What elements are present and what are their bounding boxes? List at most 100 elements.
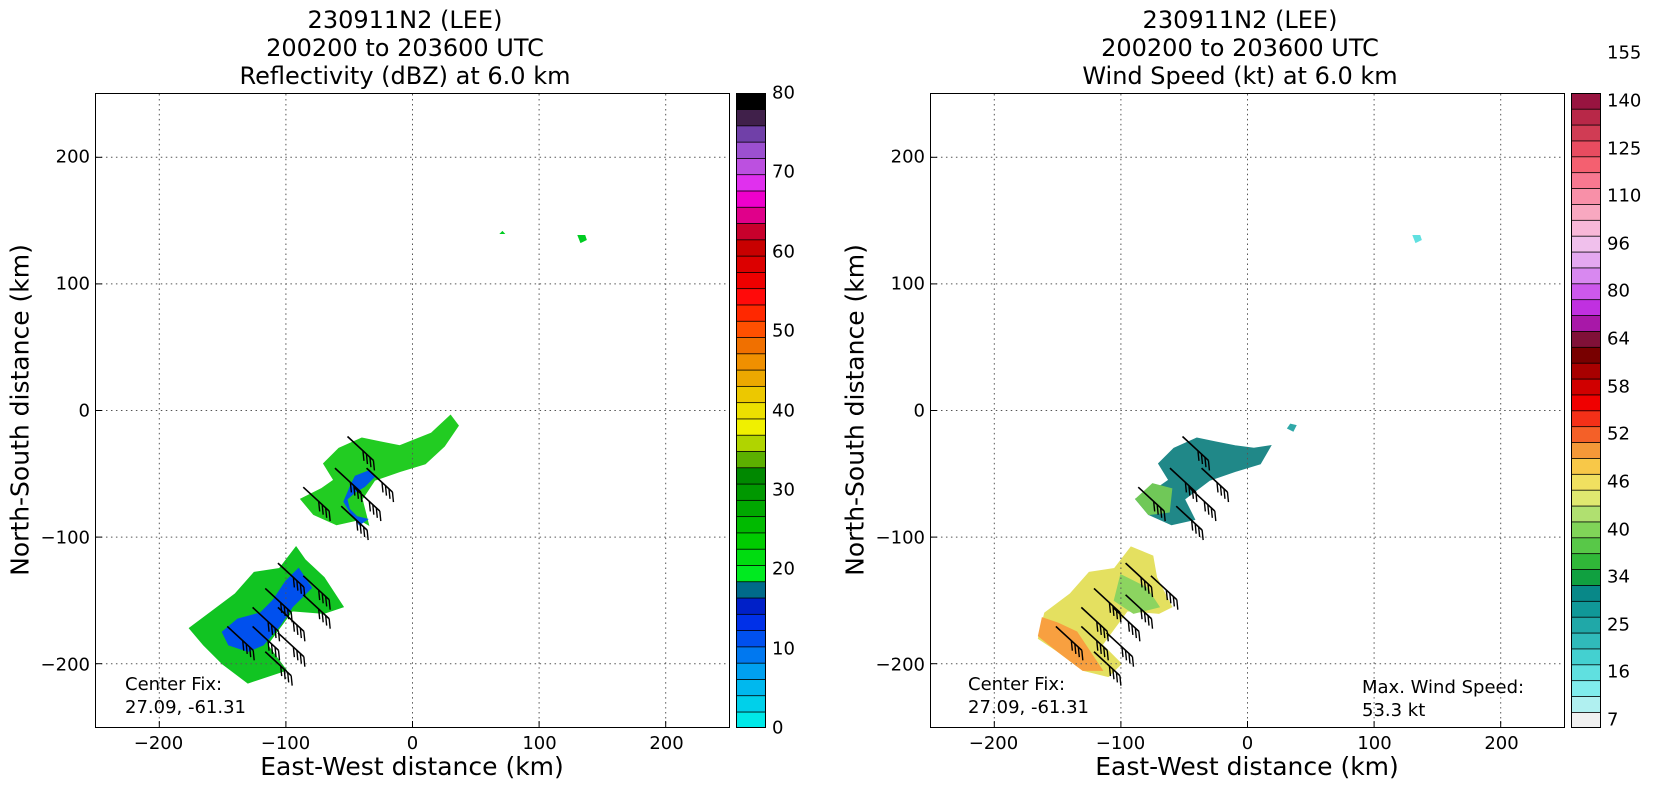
y-tick-label: 200 (890, 146, 925, 167)
colorbar-swatch (736, 711, 766, 728)
echo-region (1037, 617, 1104, 671)
colorbar-swatch (1571, 521, 1601, 539)
colorbar-tick-label: 125 (1607, 138, 1642, 160)
colorbar-swatch (1571, 156, 1601, 174)
title-line-time: 200200 to 203600 UTC (1101, 34, 1379, 62)
colorbar-swatch (736, 418, 766, 436)
echo-region (1412, 235, 1422, 244)
x-tick-label: 100 (1357, 733, 1392, 754)
colorbar-tick-label: 0 (772, 717, 784, 739)
wind-barb (353, 486, 382, 522)
wind-barb (302, 594, 331, 629)
x-axis-label: East-West distance (km) (260, 752, 564, 781)
colorbar-swatch (1571, 473, 1601, 491)
wind-barb (226, 625, 255, 661)
colorbar-swatch (1571, 648, 1601, 666)
colorbar-tick-label: 155 (1607, 42, 1642, 64)
wind-barb (1080, 625, 1109, 661)
center-fix-annotation: Center Fix: 27.09, -61.31 (968, 673, 1089, 719)
panel-title: 230911N2 (LEE) 200200 to 203600 UTC Refl… (25, 6, 785, 90)
wind-barb (366, 467, 395, 503)
colorbar-swatch (1571, 679, 1601, 697)
colorbar-swatch (736, 646, 766, 664)
colorbar-swatch (1571, 410, 1601, 428)
wind-speed-plot-area (930, 93, 1565, 728)
x-tick-label: −200 (968, 733, 1019, 754)
colorbar-tick-label: 25 (1607, 614, 1630, 636)
colorbar-swatch (736, 255, 766, 273)
colorbar-swatch (1571, 425, 1601, 443)
y-tick-label: 200 (55, 146, 90, 167)
title-line-time: 200200 to 203600 UTC (266, 34, 544, 62)
echo-region (1135, 483, 1173, 516)
wind-barb (277, 606, 306, 642)
panel-title: 230911N2 (LEE) 200200 to 203600 UTC Wind… (860, 6, 1620, 90)
colorbar-swatch (1571, 93, 1601, 110)
center-fix-value: 27.09, -61.31 (125, 697, 246, 718)
colorbar-swatch (1571, 283, 1601, 301)
colorbar-swatch (736, 629, 766, 648)
y-tick-label: 100 (55, 273, 90, 294)
colorbar-swatch (736, 336, 766, 355)
colorbar-swatch (1571, 457, 1601, 475)
echo-region (299, 414, 459, 526)
echo-region (221, 567, 313, 652)
wind-barb (340, 505, 369, 541)
colorbar-swatch (1571, 552, 1601, 570)
colorbar-swatch (1571, 505, 1601, 523)
colorbar-swatch (736, 93, 766, 110)
colorbar-swatch (1571, 140, 1601, 158)
title-line-field: Reflectivity (dBZ) at 6.0 km (239, 62, 571, 90)
colorbar-swatch (1571, 235, 1601, 253)
colorbar-swatch (736, 206, 766, 224)
colorbar-swatch (736, 239, 766, 257)
x-tick-label: 100 (522, 733, 557, 754)
colorbar-swatch (736, 401, 766, 420)
colorbar-swatch (736, 581, 766, 599)
colorbar-swatch (1571, 267, 1601, 285)
wind-barb (1055, 625, 1084, 661)
colorbar-swatch (736, 499, 766, 518)
colorbar-tick-label: 16 (1607, 661, 1630, 683)
colorbar-swatch (1571, 537, 1601, 555)
colorbar-tick-label: 10 (772, 638, 795, 660)
colorbar-swatch (736, 597, 766, 615)
colorbar-tick-label: 64 (1607, 328, 1630, 350)
colorbar-swatch (1571, 362, 1601, 380)
colorbar-swatch (736, 108, 766, 127)
title-line-storm: 230911N2 (LEE) (1142, 6, 1338, 34)
y-tick-label: 0 (913, 400, 925, 421)
colorbar-swatch (736, 695, 766, 713)
colorbar-frame (736, 93, 766, 728)
colorbar-tick-label: 80 (1607, 280, 1630, 302)
colorbar-tick-label: 70 (772, 161, 795, 183)
colorbar-tick-label: 96 (1607, 233, 1630, 255)
x-tick-label: −200 (133, 733, 184, 754)
colorbar-swatch (1571, 314, 1601, 332)
colorbar-tick-label: 7 (1607, 709, 1619, 731)
colorbar-swatch (1571, 568, 1601, 586)
wind-barb (346, 435, 376, 471)
wind-barb (1175, 505, 1204, 541)
colorbar-swatch (1571, 489, 1601, 507)
colorbar-swatch (1571, 695, 1601, 713)
colorbar-tick-label: 80 (772, 82, 795, 104)
colorbar-tick-label: 46 (1607, 471, 1630, 493)
wind-barb (1201, 467, 1230, 503)
y-tick-label: −100 (40, 527, 90, 548)
colorbar-swatch (1571, 584, 1601, 602)
colorbar-swatch (736, 320, 766, 338)
colorbar-swatch (736, 174, 766, 192)
y-tick-label: −200 (875, 654, 925, 675)
y-tick-label: 100 (890, 273, 925, 294)
echo-region (577, 235, 587, 244)
colorbar-swatch (736, 662, 766, 680)
colorbar-swatch (1571, 298, 1601, 316)
center-fix-annotation: Center Fix: 27.09, -61.31 (125, 673, 246, 719)
colorbar-swatch (736, 613, 766, 632)
wind-barb (277, 562, 306, 598)
reflectivity-colorbar (736, 93, 766, 728)
center-fix-value: 27.09, -61.31 (968, 697, 1089, 718)
colorbar-tick-label: 60 (772, 241, 795, 263)
colorbar-swatch (736, 304, 766, 322)
